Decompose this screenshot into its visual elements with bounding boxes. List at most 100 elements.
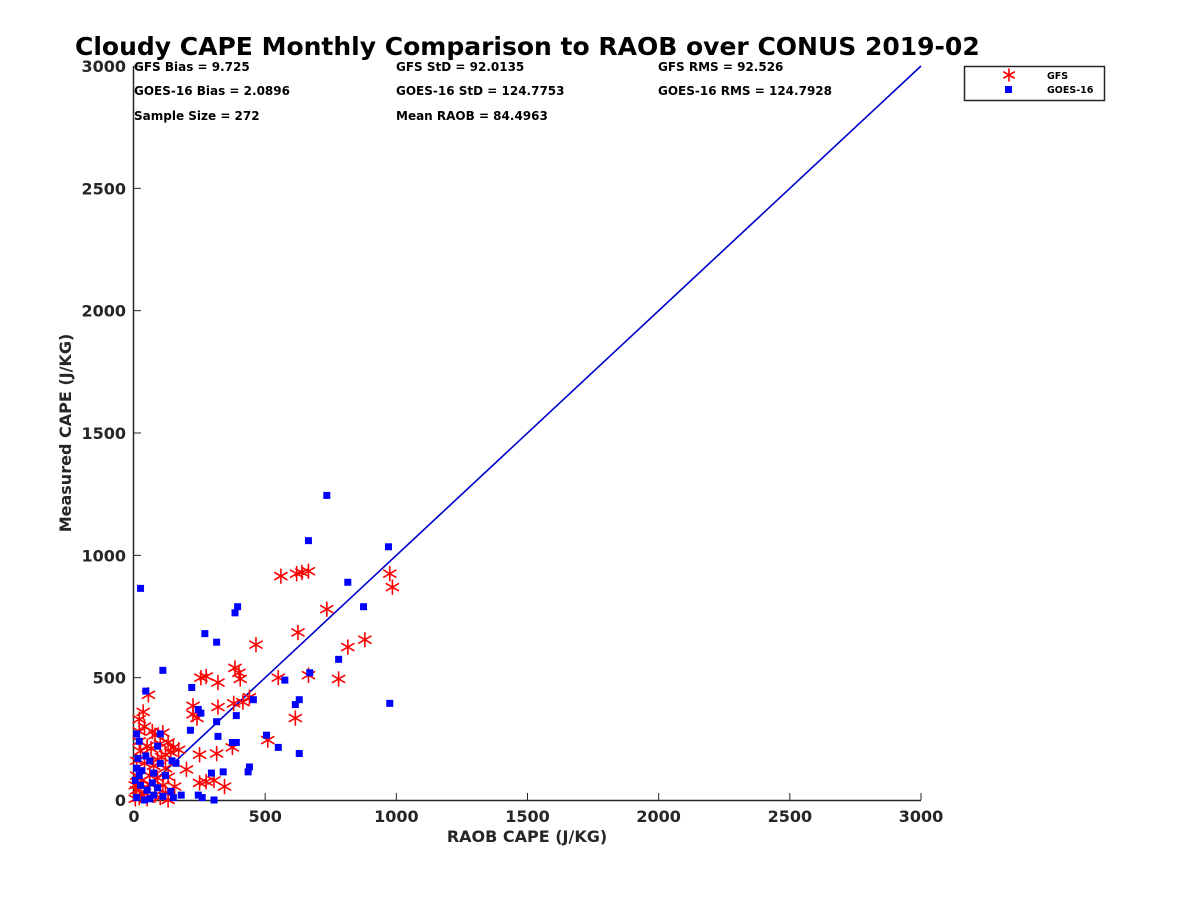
goes16-point: [137, 781, 145, 789]
goes16-point: [133, 794, 141, 802]
goes16-point: [295, 696, 303, 704]
legend-goes16-label: GOES-16: [1047, 85, 1094, 96]
one-to-one-reference-line: [133, 65, 922, 801]
goes16-point: [135, 772, 143, 780]
gfs-std-text: GFS StD = 92.0135: [396, 60, 524, 74]
x-tick-label: 1000: [374, 807, 419, 826]
x-tick-label: 0: [128, 807, 139, 826]
gfs-series: [128, 563, 400, 808]
gfs-point: [226, 695, 241, 712]
goes16-point: [138, 767, 146, 775]
gfs-point: [217, 778, 232, 795]
goes16-point: [323, 491, 331, 499]
goes16-point: [150, 791, 158, 799]
goes16-point: [133, 730, 141, 738]
goes16-point: [150, 769, 158, 777]
goes16-point: [142, 752, 150, 760]
goes16-point: [304, 537, 312, 545]
goes16-point: [168, 757, 176, 765]
goes16-point: [156, 730, 164, 738]
y-tick-label: 3000: [81, 57, 126, 76]
legend-goes16-marker: [1005, 86, 1012, 93]
goes16-point: [194, 791, 202, 799]
goes16-point: [146, 795, 154, 803]
gfs-point: [199, 773, 214, 790]
gfs-point: [171, 742, 186, 758]
goes16-point: [156, 759, 164, 767]
x-tick-label: 500: [248, 807, 281, 826]
goes16-bias-text: GOES-16 Bias = 2.0896: [134, 84, 290, 98]
goes16-point: [232, 739, 240, 747]
y-tick-label: 0: [115, 791, 126, 810]
sample-size-text: Sample Size = 272: [134, 109, 260, 123]
goes16-point: [133, 764, 141, 772]
goes16-point: [194, 705, 202, 713]
goes16-point: [231, 609, 239, 617]
gfs-rms-text: GFS RMS = 92.526: [658, 60, 783, 74]
goes16-rms-text: GOES-16 RMS = 124.7928: [658, 84, 832, 98]
gfs-bias-text: GFS Bias = 9.725: [134, 60, 250, 74]
goes16-point: [210, 796, 218, 804]
gfs-point: [233, 671, 248, 687]
goes16-point: [245, 763, 253, 771]
gfs-point: [382, 565, 397, 582]
goes16-point: [306, 669, 314, 677]
gfs-point: [209, 745, 224, 762]
goes16-point: [159, 792, 167, 800]
goes16-point: [154, 784, 162, 792]
goes16-point: [232, 712, 240, 720]
x-axis-label: RAOB CAPE (J/KG): [447, 827, 607, 846]
y-tick-label: 1000: [81, 546, 126, 565]
goes16-std-text: GOES-16 StD = 124.7753: [396, 84, 565, 98]
goes16-point: [198, 794, 206, 802]
goes16-series: [131, 491, 394, 804]
legend-gfs-label: GFS: [1047, 71, 1068, 82]
gfs-point: [194, 669, 208, 686]
statistics-panel: GFS Bias = 9.725 GOES-16 Bias = 2.0896 S…: [134, 60, 832, 123]
gfs-point: [211, 699, 225, 715]
gfs-point: [291, 624, 305, 641]
gfs-point: [179, 761, 194, 778]
x-tick-label: 2000: [636, 807, 681, 826]
goes16-point: [177, 791, 185, 799]
gfs-point: [211, 674, 225, 691]
goes16-point: [228, 739, 236, 747]
goes16-point: [146, 757, 154, 765]
gfs-point: [301, 563, 316, 580]
mean-raob-text: Mean RAOB = 84.4963: [396, 109, 548, 123]
goes16-point: [384, 543, 392, 551]
gfs-point: [385, 579, 400, 595]
goes16-point: [295, 750, 303, 758]
gfs-point: [249, 636, 263, 653]
gfs-point: [192, 746, 207, 763]
goes16-point: [234, 603, 242, 611]
goes16-point: [143, 786, 151, 794]
goes16-point: [274, 743, 282, 751]
goes16-point: [291, 701, 299, 709]
x-tick-label: 1500: [505, 807, 550, 826]
goes16-point: [154, 742, 162, 750]
gfs-point: [319, 601, 334, 617]
legend-gfs-marker: [1003, 68, 1015, 82]
goes16-point: [135, 737, 143, 745]
y-tick-label: 1500: [81, 424, 126, 443]
x-tick-label: 2500: [768, 807, 813, 826]
gfs-point: [161, 734, 175, 751]
y-tick-label: 500: [93, 669, 126, 688]
gfs-point: [288, 710, 303, 726]
goes16-point: [159, 666, 167, 674]
goes16-point: [134, 754, 142, 762]
goes16-point: [335, 655, 343, 663]
goes16-point: [244, 768, 252, 776]
goes16-point: [201, 630, 209, 638]
goes16-point: [214, 732, 222, 740]
goes16-point: [131, 776, 139, 784]
goes16-point: [161, 772, 169, 780]
legend-box: [963, 65, 1106, 102]
goes16-point: [197, 709, 205, 717]
goes16-point: [344, 578, 352, 586]
gfs-point: [340, 639, 355, 655]
goes16-point: [167, 787, 175, 795]
y-tick-label: 2500: [81, 179, 126, 198]
